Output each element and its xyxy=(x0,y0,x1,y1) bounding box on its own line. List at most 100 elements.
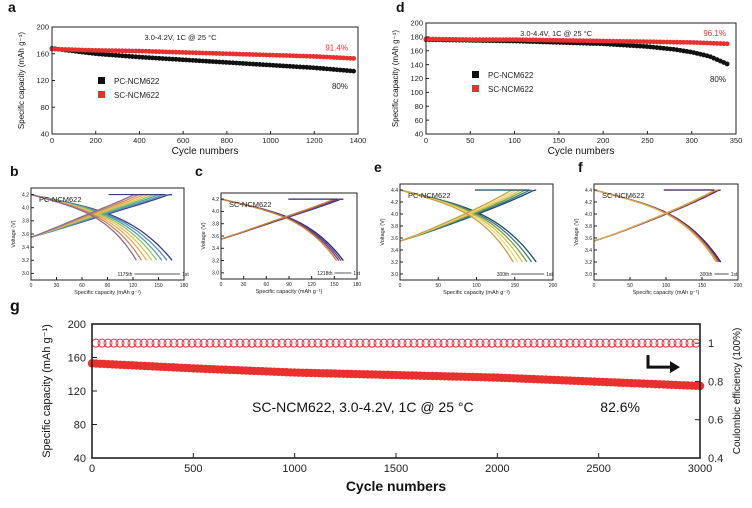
retention-label-pc: 80% xyxy=(710,75,726,84)
x-tick-label: 150 xyxy=(330,282,339,288)
data-point xyxy=(574,38,579,44)
data-point xyxy=(277,338,287,348)
y-axis-label: Specific capacity (mAh g⁻¹) xyxy=(17,32,26,129)
x-tick-label: 150 xyxy=(511,283,520,289)
data-point xyxy=(457,338,467,348)
data-point xyxy=(106,48,112,54)
data-point xyxy=(497,37,503,43)
data-point xyxy=(463,37,469,42)
condition-text: 3.0-4.2V, 1C @ 25 °C xyxy=(144,33,217,42)
data-point xyxy=(571,338,581,348)
retention-label-sc: 91.4% xyxy=(325,43,348,52)
data-point xyxy=(163,49,169,55)
data-point xyxy=(584,38,590,44)
data-point xyxy=(397,338,407,348)
charge-curve xyxy=(220,198,337,240)
data-point xyxy=(150,49,155,54)
data-point xyxy=(487,338,497,348)
data-point xyxy=(331,338,341,348)
arrow-label-first: 1st xyxy=(353,271,360,277)
sample-name: SC-NCM622 xyxy=(229,200,272,209)
arrow-label-first: 1st xyxy=(731,272,738,278)
data-point xyxy=(73,47,78,53)
data-point xyxy=(610,38,616,44)
data-point xyxy=(391,338,401,348)
x-tick-label: 2500 xyxy=(586,463,610,475)
sample-name: PC-NCM622 xyxy=(39,195,82,204)
data-point xyxy=(199,338,209,348)
x-tick-label: 100 xyxy=(472,283,481,289)
data-point xyxy=(544,37,549,43)
data-point xyxy=(654,39,660,45)
data-point xyxy=(69,47,75,53)
y2-axis-label: Coulombic efficiency (100%) xyxy=(732,328,743,455)
data-point xyxy=(527,37,533,43)
data-point xyxy=(223,51,229,57)
data-point xyxy=(433,36,439,42)
data-point xyxy=(307,338,317,348)
y-axis-label: Voltage (V) xyxy=(574,218,580,245)
data-point xyxy=(507,37,513,43)
y-tick-label: 3.2 xyxy=(22,258,29,264)
data-point xyxy=(283,338,293,348)
data-point xyxy=(433,338,443,348)
data-point xyxy=(126,48,132,54)
data-point xyxy=(473,37,479,43)
axes-frame xyxy=(51,26,359,135)
data-point xyxy=(671,39,677,45)
data-point xyxy=(517,338,527,348)
y-tick-label: 3.8 xyxy=(22,219,29,225)
data-point xyxy=(297,53,303,59)
y-axis-label: Specific capacity (mAh g⁻¹) xyxy=(391,30,400,127)
data-point xyxy=(294,53,300,59)
data-point xyxy=(127,338,137,348)
data-point xyxy=(409,338,419,348)
data-point xyxy=(280,53,286,58)
condition-text: 3.0-4.4V, 1C @ 25 °C xyxy=(520,29,593,38)
data-point xyxy=(59,46,65,52)
x-tick-label: 120 xyxy=(129,283,138,289)
y-tick-label: 80 xyxy=(415,102,423,111)
data-point xyxy=(577,38,583,44)
data-point xyxy=(587,38,593,44)
data-point xyxy=(483,37,489,43)
data-point xyxy=(724,41,730,47)
data-point xyxy=(430,36,436,42)
data-point xyxy=(109,48,115,54)
x-tick-label: 90 xyxy=(286,282,292,288)
data-point xyxy=(211,338,221,348)
y-tick-label: 4.4 xyxy=(391,188,398,194)
arrow-head-icon xyxy=(670,361,680,374)
data-point xyxy=(467,37,472,43)
data-point xyxy=(133,338,143,348)
data-point xyxy=(559,338,569,348)
y-tick-label: 3.2 xyxy=(212,258,219,264)
y-tick-label: 4.2 xyxy=(212,197,219,203)
data-point xyxy=(136,48,142,54)
y-tick-label: 160 xyxy=(36,49,49,58)
x-tick-label: 1000 xyxy=(262,136,279,145)
data-point xyxy=(313,338,323,348)
data-point xyxy=(89,47,95,53)
data-point xyxy=(634,39,640,44)
data-point xyxy=(355,338,365,348)
discharge-curve xyxy=(30,193,163,261)
y2-tick-label: 0.8 xyxy=(708,376,723,388)
data-point xyxy=(487,37,492,43)
data-point xyxy=(295,338,305,348)
data-point xyxy=(237,51,243,57)
data-point xyxy=(554,37,559,43)
y-tick-label: 4.0 xyxy=(22,205,29,211)
data-point xyxy=(203,50,209,56)
x-tick-label: 120 xyxy=(307,282,316,288)
legend-label: SC-NCM622 xyxy=(488,85,534,94)
axes-frame xyxy=(91,323,701,459)
x-tick-label: 30 xyxy=(241,282,247,288)
data-point xyxy=(427,338,437,348)
retention-label-pc: 80% xyxy=(332,82,348,91)
y-tick-label: 40 xyxy=(74,453,86,465)
data-point xyxy=(160,49,165,55)
legend-marker xyxy=(98,77,105,84)
y-tick-label: 3.8 xyxy=(585,224,592,230)
arrow-label-last: 300th xyxy=(497,272,510,278)
